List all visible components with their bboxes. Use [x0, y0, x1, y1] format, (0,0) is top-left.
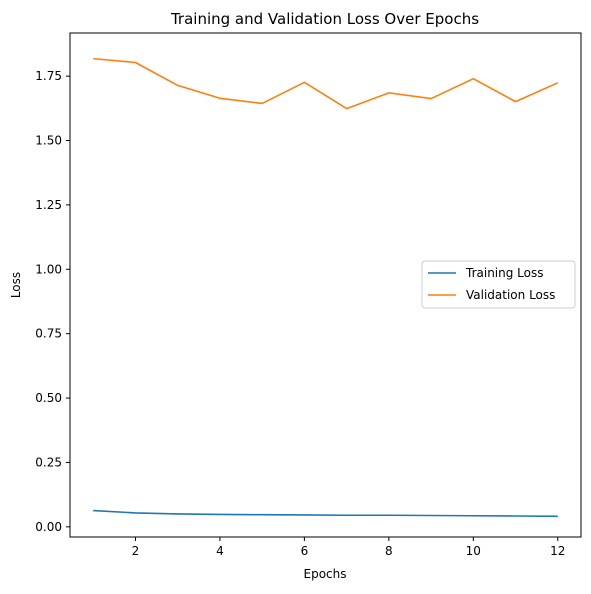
y-tick-label: 0.25: [35, 455, 62, 469]
plot-frame: [69, 32, 582, 538]
legend-label-training-loss: Training Loss: [465, 266, 543, 280]
x-tick-label: 10: [466, 544, 481, 558]
chart-title: Training and Validation Loss Over Epochs: [170, 10, 479, 28]
y-tick-label: 0.00: [35, 520, 62, 534]
x-axis-label: Epochs: [304, 567, 347, 581]
legend-box: [421, 260, 576, 309]
legend-label-validation-loss: Validation Loss: [466, 288, 555, 302]
y-tick-label: 1.75: [35, 69, 62, 83]
legend: Training Loss Validation Loss: [421, 260, 576, 309]
x-tick-label: 12: [550, 544, 565, 558]
y-tick-label: 1.50: [35, 134, 62, 148]
x-tick-label: 8: [385, 544, 393, 558]
y-axis-label: Loss: [9, 272, 23, 298]
y-tick-label: 0.75: [35, 327, 62, 341]
y-tick-label: 0.50: [35, 391, 62, 405]
validation-loss-line: [93, 57, 559, 110]
y-tick-label: 1.25: [35, 198, 62, 212]
training-loss-line: [93, 509, 558, 518]
x-tick-label: 2: [132, 544, 140, 558]
y-tick-label: 1.00: [35, 262, 62, 276]
x-tick-label: 4: [216, 544, 224, 558]
x-tick-label: 6: [301, 544, 309, 558]
ticks-layer: 2 4 6 8 10 12 0.00 0.25 0.50 0.75 1.00 1.25 1.50 1.75: [35, 69, 565, 558]
series-layer: [93, 57, 559, 518]
